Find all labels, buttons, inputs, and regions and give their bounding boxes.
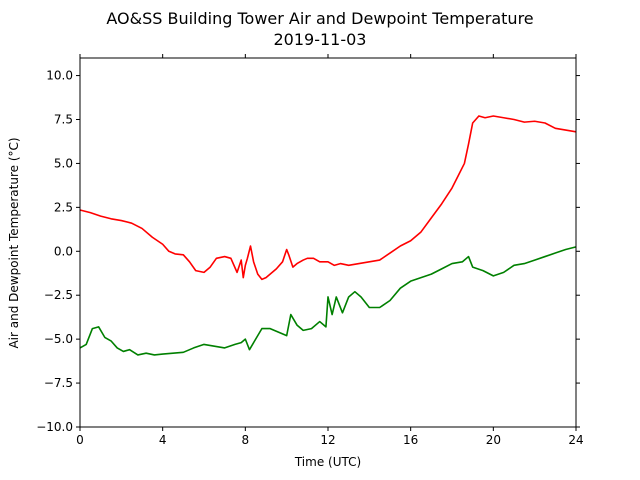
x-tick-label: 20	[486, 433, 501, 447]
y-tick-label: −5.0	[44, 332, 73, 346]
x-tick-label: 0	[76, 433, 84, 447]
x-tick-label: 24	[568, 433, 583, 447]
series-line-1	[79, 246, 577, 356]
y-tick-label: 10.0	[46, 69, 73, 83]
y-tick-label: −10.0	[36, 420, 73, 434]
y-tick-label: 7.5	[54, 113, 73, 127]
y-tick-label: −7.5	[44, 376, 73, 390]
y-tick-label: 2.5	[54, 200, 73, 214]
x-tick-label: 12	[320, 433, 335, 447]
x-tick-label: 16	[403, 433, 418, 447]
ticks-layer: 0 4 8 12 16 20 24 −10.0 −7.5 −5.0 −2.5 0.0 2.5 5.0 7.5…	[36, 54, 584, 447]
y-axis-label: Air and Dewpoint Temperature (°C)	[7, 137, 21, 348]
y-tick-label: 5.0	[54, 156, 73, 170]
series-layer	[79, 115, 577, 356]
chart-subtitle: 2019-11-03	[274, 30, 367, 49]
x-tick-label: 4	[159, 433, 167, 447]
y-tick-label: −2.5	[44, 288, 73, 302]
chart-title: AO&SS Building Tower Air and Dewpoint Te…	[106, 9, 533, 28]
plot-frame	[79, 57, 577, 428]
x-axis-label: Time (UTC)	[294, 455, 361, 469]
x-tick-label: 8	[242, 433, 250, 447]
y-tick-label: 0.0	[54, 244, 73, 258]
series-line-0	[79, 115, 577, 281]
